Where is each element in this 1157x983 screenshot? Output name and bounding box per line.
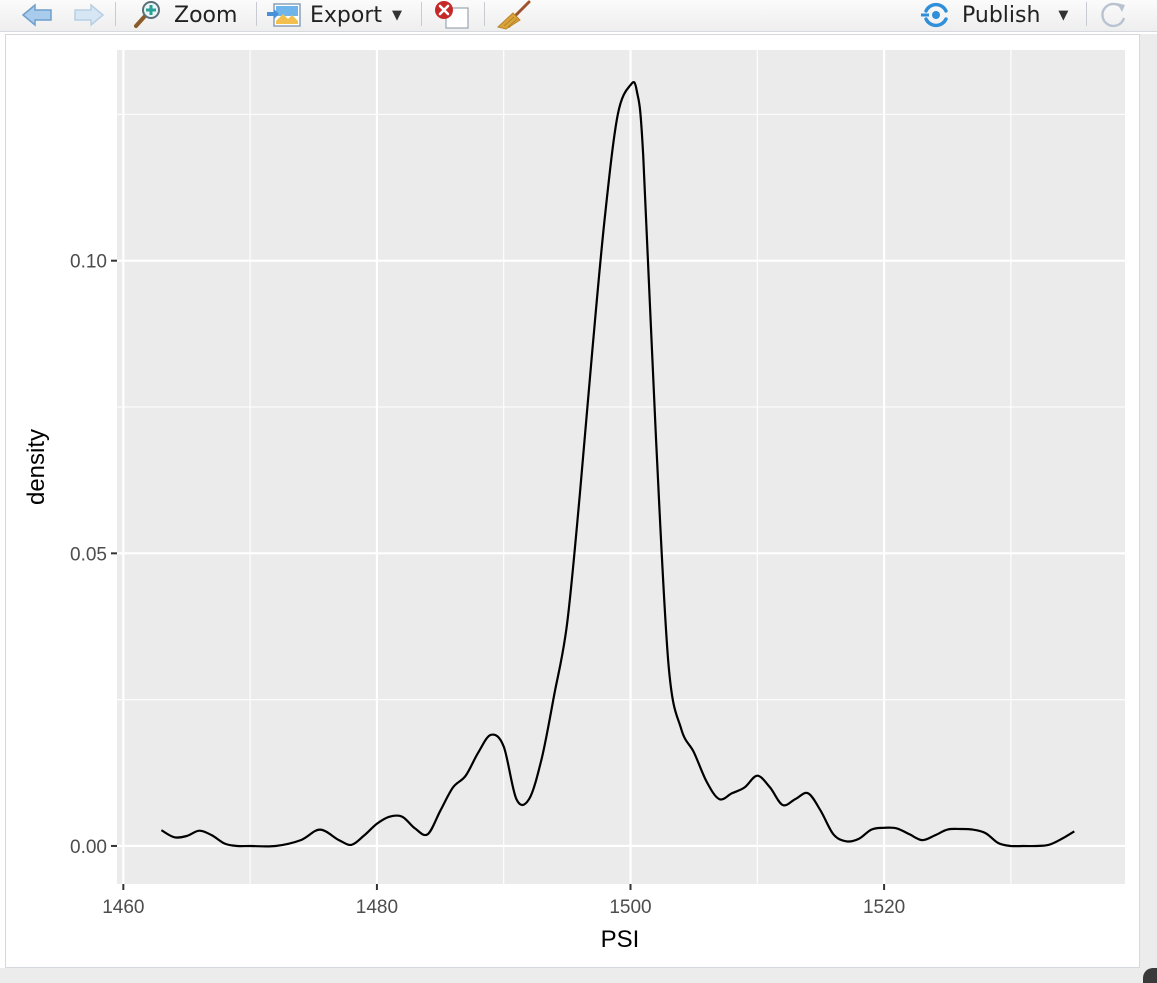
chevron-down-icon: ▼ [1058, 7, 1069, 23]
broom-icon [496, 0, 531, 30]
toolbar-separator [484, 2, 485, 26]
grid-minor [117, 50, 1125, 884]
y-tick-label: 0.00 [70, 837, 107, 858]
x-axis-title: PSI [601, 926, 640, 953]
remove-plot-button[interactable] [432, 0, 472, 30]
plot-panel [117, 50, 1125, 884]
refresh-icon [1101, 2, 1126, 28]
refresh-button[interactable] [1098, 0, 1130, 30]
zoom-icon [134, 1, 160, 28]
plot-viewer: 1460 1480 1500 1520 0.00 0.05 0.10 PSI densit… [5, 34, 1140, 968]
pane-border [1140, 34, 1157, 983]
toolbar-separator [256, 2, 257, 26]
pane-border [0, 968, 1157, 983]
window-corner [1143, 968, 1157, 983]
export-image-icon [267, 3, 301, 27]
x-tick-label: 1500 [609, 897, 651, 918]
toolbar-separator [115, 2, 116, 26]
y-tick-label: 0.05 [70, 544, 107, 565]
density-curve [160, 81, 1075, 848]
zoom-button[interactable]: Zoom [132, 0, 237, 30]
publish-button[interactable]: Publish ▼ [920, 0, 1068, 30]
arrow-right-icon[interactable] [72, 0, 106, 30]
grid-major [117, 50, 1125, 884]
y-axis: 0.00 0.05 0.10 [70, 252, 117, 858]
density-plot: 1460 1480 1500 1520 0.00 0.05 0.10 PSI densit… [23, 50, 1125, 953]
y-axis-title: density [23, 429, 50, 505]
arrow-left-icon[interactable] [20, 0, 54, 30]
x-tick-label: 1460 [102, 897, 144, 918]
zoom-label: Zoom [174, 2, 238, 28]
export-button[interactable]: Export ▼ [266, 0, 402, 30]
clear-all-plots-button[interactable] [496, 0, 532, 30]
publish-icon [921, 2, 948, 28]
x-tick-label: 1520 [863, 897, 905, 918]
toolbar-separator [1086, 2, 1087, 26]
chevron-down-icon: ▼ [392, 7, 403, 23]
plots-toolbar: Zoom Export ▼ [0, 0, 1157, 32]
remove-plot-icon [435, 1, 469, 29]
toolbar-separator [421, 2, 422, 26]
publish-label: Publish [962, 2, 1041, 28]
x-tick-label: 1480 [356, 897, 398, 918]
y-tick-label: 0.10 [70, 252, 107, 273]
export-label: Export [310, 2, 383, 28]
x-axis: 1460 1480 1500 1520 [102, 884, 905, 918]
